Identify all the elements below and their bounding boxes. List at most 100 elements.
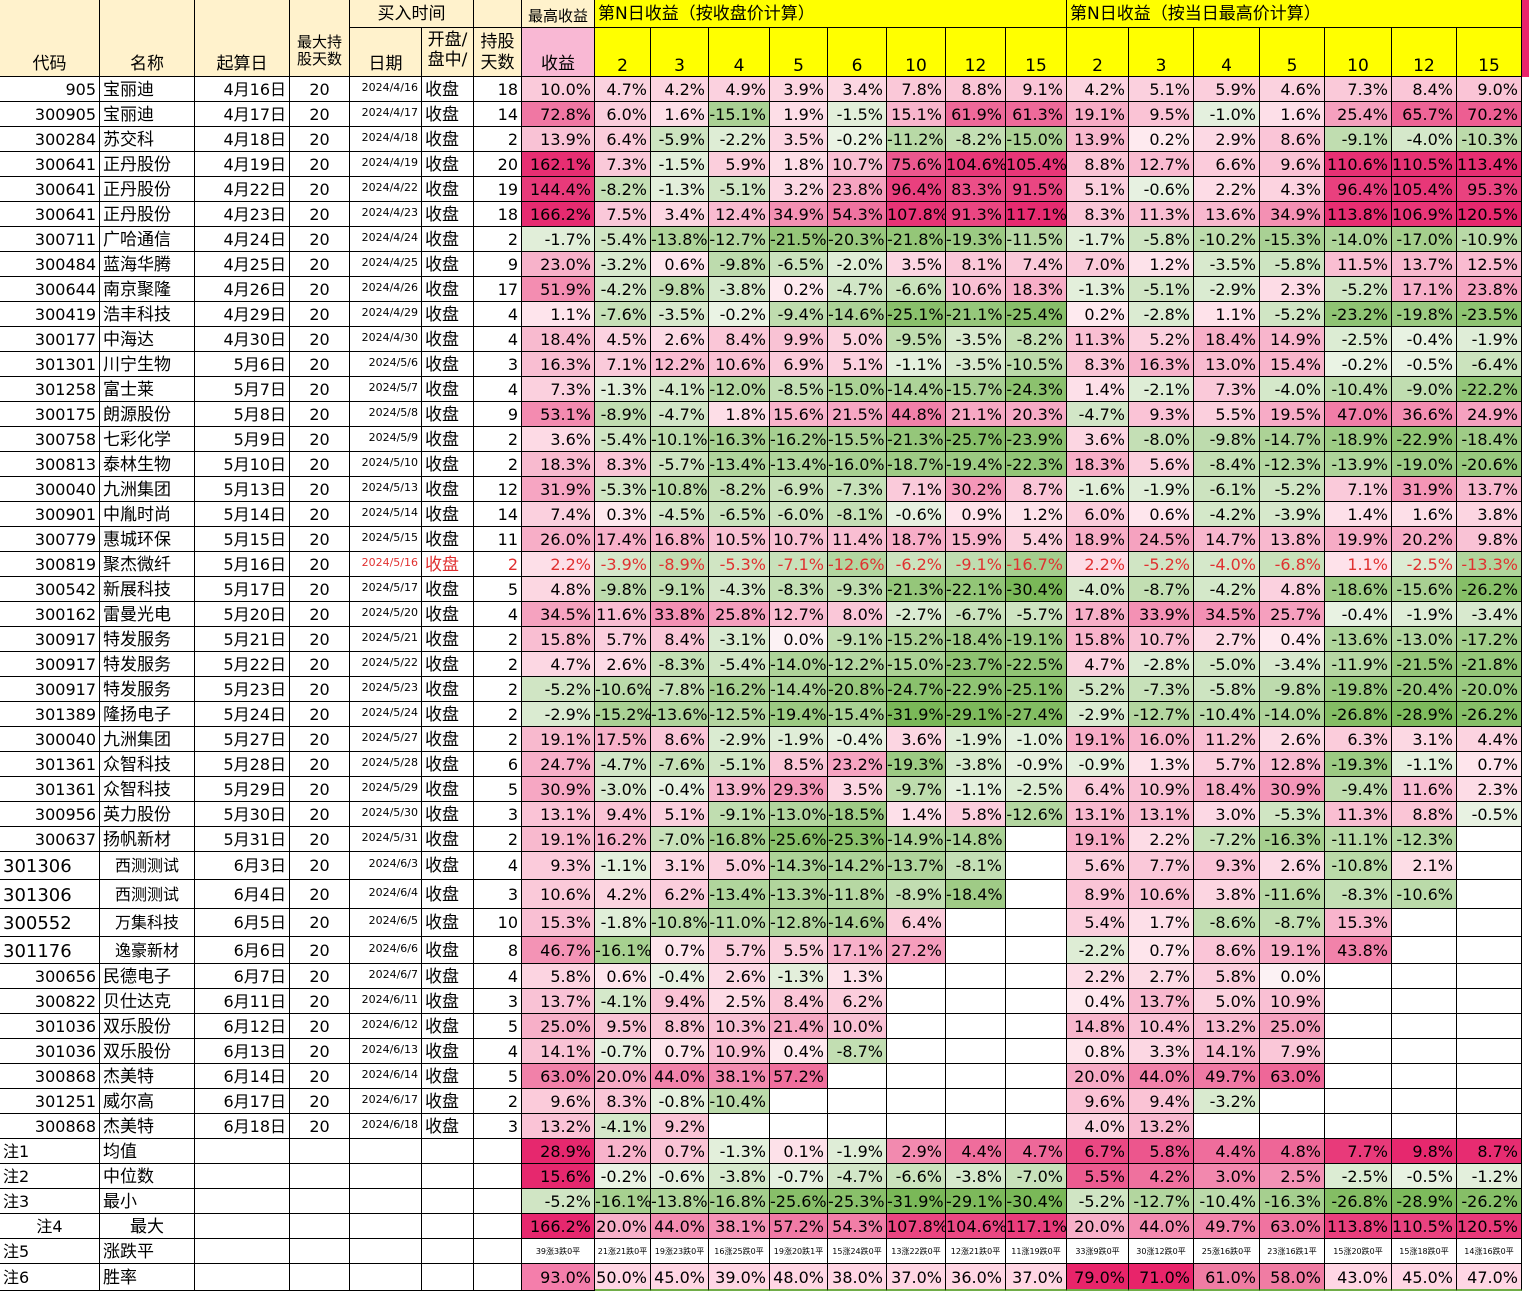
cell-return[interactable]: 19.5% xyxy=(1260,402,1325,427)
cell-return[interactable]: 13.7% xyxy=(1392,252,1457,277)
cell-return[interactable]: -6.5% xyxy=(770,252,828,277)
cell-hold-days[interactable]: 4 xyxy=(474,302,522,327)
cell-return[interactable] xyxy=(1325,989,1392,1014)
cell-return[interactable]: -4.3% xyxy=(709,577,770,602)
cell-date[interactable]: 2024/5/31 xyxy=(350,827,422,852)
cell-date[interactable]: 2024/6/13 xyxy=(350,1039,422,1064)
cell-return[interactable] xyxy=(1392,1089,1457,1114)
cell-date[interactable]: 2024/6/3 xyxy=(350,852,422,880)
cell-return[interactable]: -8.3% xyxy=(770,577,828,602)
cell-return[interactable]: 0.3% xyxy=(595,502,651,527)
cell-return[interactable]: -19.3% xyxy=(1325,752,1392,777)
cell-return[interactable]: 83.3% xyxy=(946,177,1006,202)
cell-return[interactable]: -0.4% xyxy=(651,777,709,802)
cell-return[interactable]: 0.9% xyxy=(946,502,1006,527)
stat-label[interactable]: 胜率 xyxy=(100,1264,195,1291)
cell-max-hold[interactable]: 20 xyxy=(290,802,350,827)
cell-return[interactable]: -22.2% xyxy=(1457,377,1522,402)
stat-value[interactable]: -1.2% xyxy=(1457,1164,1522,1189)
cell-return[interactable]: -12.2% xyxy=(828,652,887,677)
cell-return[interactable]: -8.7% xyxy=(828,1039,887,1064)
cell-return[interactable]: -17.0% xyxy=(1392,227,1457,252)
cell-return[interactable] xyxy=(1457,1039,1522,1064)
cell-name[interactable]: 聚杰微纤 xyxy=(100,552,195,577)
cell-profit[interactable]: 46.7% xyxy=(522,937,595,964)
cell-start-date[interactable]: 4月16日 xyxy=(195,77,290,102)
cell-return[interactable]: 8.4% xyxy=(770,989,828,1014)
cell-return[interactable]: 4.8% xyxy=(1260,577,1325,602)
cell-name[interactable]: 苏交科 xyxy=(100,127,195,152)
cell-return[interactable]: 17.1% xyxy=(828,937,887,964)
cell-return[interactable]: -16.0% xyxy=(828,452,887,477)
cell-return[interactable]: -12.8% xyxy=(770,909,828,937)
cell-return[interactable]: -9.8% xyxy=(651,277,709,302)
cell-return[interactable]: 9.4% xyxy=(651,989,709,1014)
stat-value[interactable]: 120.5% xyxy=(1457,1214,1522,1239)
cell-return[interactable]: 1.6% xyxy=(1392,502,1457,527)
cell-profit[interactable]: 10.6% xyxy=(522,880,595,909)
cell-return[interactable] xyxy=(1260,1114,1325,1139)
cell-return[interactable] xyxy=(770,1114,828,1139)
cell-return[interactable]: -8.9% xyxy=(651,552,709,577)
cell-return[interactable]: -10.2% xyxy=(1194,227,1260,252)
cell-return[interactable]: 47.0% xyxy=(1325,402,1392,427)
cell-return[interactable]: -17.2% xyxy=(1457,627,1522,652)
cell-return[interactable]: -19.8% xyxy=(1325,677,1392,702)
cell-start-date[interactable]: 5月6日 xyxy=(195,352,290,377)
cell-mode[interactable]: 收盘 xyxy=(422,852,474,880)
stat-value[interactable]: 79.0% xyxy=(1067,1264,1129,1291)
cell-return[interactable]: -6.7% xyxy=(946,602,1006,627)
cell-max-hold[interactable]: 20 xyxy=(290,477,350,502)
cell-return[interactable] xyxy=(887,1064,946,1089)
cell-return[interactable]: 5.0% xyxy=(1194,989,1260,1014)
cell-return[interactable]: -10.4% xyxy=(1194,702,1260,727)
cell-code[interactable]: 300542 xyxy=(0,577,100,602)
cell-return[interactable]: -27.4% xyxy=(1006,702,1067,727)
cell-return[interactable]: 29.3% xyxy=(770,777,828,802)
cell-return[interactable]: -22.9% xyxy=(1392,427,1457,452)
cell-name[interactable]: 西测测试 xyxy=(100,880,195,909)
cell-return[interactable]: 6.4% xyxy=(595,127,651,152)
cell-return[interactable]: -1.1% xyxy=(887,352,946,377)
cell-return[interactable]: 0.4% xyxy=(1260,627,1325,652)
cell-return[interactable]: -1.1% xyxy=(595,852,651,880)
cell-return[interactable]: -13.8% xyxy=(651,227,709,252)
cell-return[interactable]: 10.5% xyxy=(709,527,770,552)
cell-hold-days[interactable]: 2 xyxy=(474,552,522,577)
cell-return[interactable]: -5.7% xyxy=(651,452,709,477)
stat-value[interactable]: 8.7% xyxy=(1457,1139,1522,1164)
cell-return[interactable]: 0.2% xyxy=(770,277,828,302)
cell-start-date[interactable]: 6月14日 xyxy=(195,1064,290,1089)
cell-return[interactable]: -13.9% xyxy=(1325,452,1392,477)
cell-return[interactable]: 10.9% xyxy=(1260,989,1325,1014)
cell-return[interactable]: -10.3% xyxy=(1457,127,1522,152)
cell-return[interactable]: -0.5% xyxy=(1392,352,1457,377)
cell-return[interactable]: 0.0% xyxy=(770,627,828,652)
cell-return[interactable]: 2.2% xyxy=(1067,552,1129,577)
stat-empty[interactable] xyxy=(290,1189,350,1214)
cell-return[interactable]: -6.8% xyxy=(1260,552,1325,577)
cell-return[interactable]: 15.4% xyxy=(1260,352,1325,377)
cell-name[interactable]: 杰美特 xyxy=(100,1114,195,1139)
cell-return[interactable]: -16.2% xyxy=(709,677,770,702)
cell-return[interactable]: 8.3% xyxy=(1067,202,1129,227)
cell-return[interactable] xyxy=(828,1089,887,1114)
cell-code[interactable]: 300552 xyxy=(0,909,100,937)
cell-max-hold[interactable]: 20 xyxy=(290,1114,350,1139)
cell-return[interactable]: -4.2% xyxy=(1194,577,1260,602)
cell-return[interactable]: -1.3% xyxy=(651,177,709,202)
stat-value[interactable]: -3.8% xyxy=(946,1164,1006,1189)
cell-max-hold[interactable]: 20 xyxy=(290,852,350,880)
cell-name[interactable]: 扬帆新材 xyxy=(100,827,195,852)
cell-return[interactable]: 24.9% xyxy=(1457,402,1522,427)
cell-return[interactable]: 10.3% xyxy=(709,1014,770,1039)
stat-value[interactable]: 117.1% xyxy=(1006,1214,1067,1239)
cell-max-hold[interactable]: 20 xyxy=(290,252,350,277)
header-nday-high[interactable]: 12 xyxy=(1392,28,1457,77)
stat-updown[interactable]: 16涨25跌0平 xyxy=(709,1239,770,1264)
cell-profit[interactable]: 18.4% xyxy=(522,327,595,352)
header-nday[interactable]: 10 xyxy=(887,28,946,77)
cell-mode[interactable]: 收盘 xyxy=(422,1114,474,1139)
cell-return[interactable]: -5.2% xyxy=(1260,477,1325,502)
cell-return[interactable]: 8.8% xyxy=(1392,802,1457,827)
